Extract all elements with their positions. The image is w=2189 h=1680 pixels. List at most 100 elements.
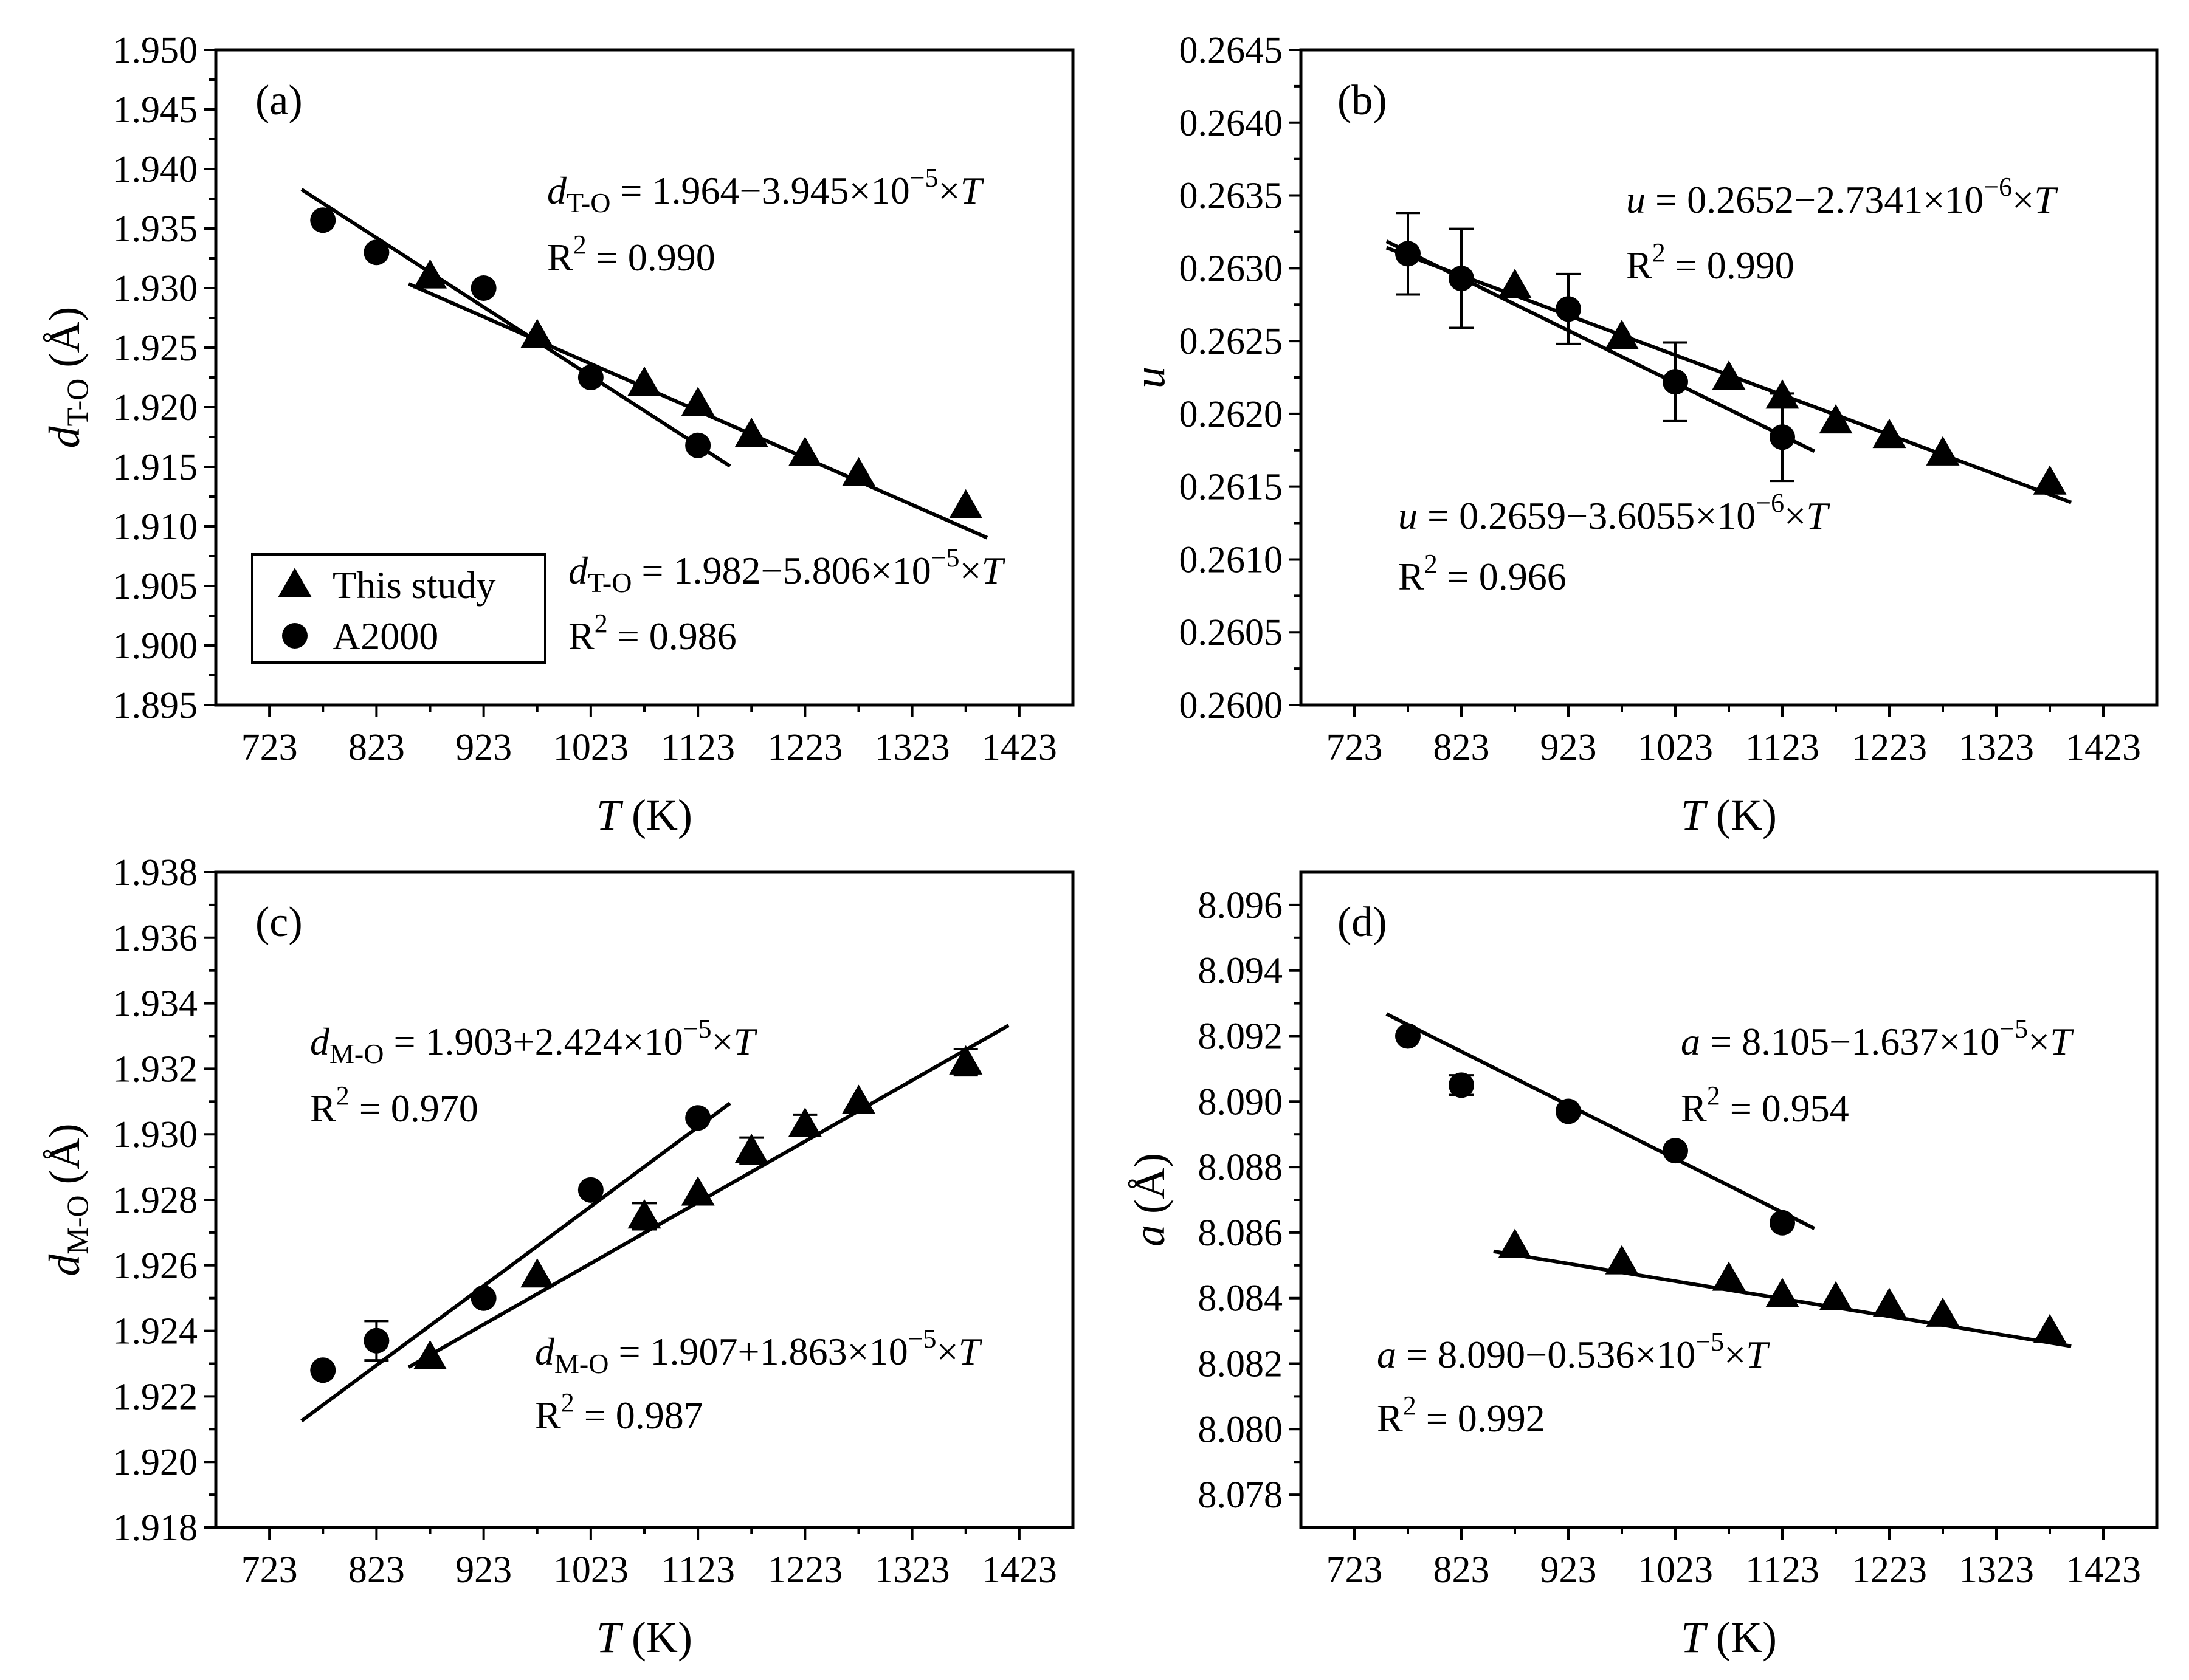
panel-a-xtick-label: 1323 bbox=[875, 727, 950, 768]
panel-c-point-a2000 bbox=[685, 1105, 711, 1131]
panel-b-xtick-label: 823 bbox=[1433, 727, 1490, 768]
panel-d: 723 823 923 1023 1123 1223 1323 1423 8.078 8.080 8… bbox=[1125, 870, 2159, 1662]
panel-d-point-this-study bbox=[1712, 1261, 1746, 1291]
panel-a-r-squared: R2 = 0.986 bbox=[568, 608, 737, 658]
panel-b-tag: (b) bbox=[1337, 77, 1387, 124]
panel-b-point-this-study bbox=[1605, 320, 1639, 349]
panel-a-xtick-label: 923 bbox=[455, 727, 512, 768]
panel-a-point-this-study bbox=[788, 436, 822, 466]
panel-b-point-a2000 bbox=[1556, 296, 1581, 322]
panel-a-point-this-study bbox=[413, 259, 447, 289]
panel-d-point-this-study bbox=[1926, 1297, 1960, 1327]
panel-c-ytick-label: 1.918 bbox=[113, 1507, 198, 1549]
panel-d-xtick-label: 823 bbox=[1433, 1549, 1490, 1591]
panel-a-point-a2000 bbox=[577, 365, 604, 390]
panel-b-equation: u = 0.2652−2.7341×10−6×T bbox=[1626, 172, 2058, 221]
panel-b-ytick-label: 0.2645 bbox=[1179, 30, 1283, 71]
panel-d-equation: a = 8.105−1.637×10−5×T bbox=[1681, 1014, 2074, 1063]
panel-a: 723 823 923 1023 1123 1223 1323 1423 1.895 1.900 1… bbox=[40, 30, 1075, 839]
panel-a-ylabel: dT-O (Å) bbox=[40, 307, 94, 449]
panel-b-ytick-label: 0.2630 bbox=[1179, 248, 1283, 289]
panel-b-point-a2000 bbox=[1663, 369, 1688, 395]
panel-c-xtick-label: 723 bbox=[241, 1549, 298, 1591]
panel-d-point-this-study bbox=[1605, 1245, 1639, 1275]
panel-d-ytick-label: 8.092 bbox=[1198, 1016, 1283, 1058]
panel-d-xlabel: T (K) bbox=[1681, 1613, 1777, 1662]
panel-d-ytick-label: 8.090 bbox=[1198, 1081, 1283, 1123]
panel-a-xtick-label: 1223 bbox=[767, 727, 843, 768]
panel-a-ytick-label: 1.920 bbox=[113, 387, 198, 429]
panel-c-xtick-label: 1323 bbox=[875, 1549, 950, 1591]
panel-c-r-squared: R2 = 0.970 bbox=[310, 1081, 478, 1130]
panel-b-point-this-study bbox=[1872, 418, 1906, 449]
panel-a-ytick-label: 1.900 bbox=[113, 625, 198, 667]
panel-a-xtick-label: 1023 bbox=[553, 727, 629, 768]
panel-c-ytick-label: 1.928 bbox=[113, 1180, 198, 1221]
panel-c-xtick-label: 1123 bbox=[661, 1549, 735, 1591]
panel-c-point-a2000 bbox=[471, 1285, 497, 1311]
panel-b-ytick-label: 0.2600 bbox=[1179, 685, 1283, 726]
panel-d-point-this-study bbox=[1819, 1281, 1853, 1310]
panel-c-r-squared: R2 = 0.987 bbox=[535, 1388, 703, 1437]
panel-d-point-a2000 bbox=[1663, 1138, 1688, 1164]
panel-b-point-a2000 bbox=[1449, 266, 1474, 292]
panel-b-xlabel: T (K) bbox=[1681, 791, 1777, 839]
panel-c-point-this-study bbox=[788, 1107, 822, 1137]
panel-a-ytick-label: 1.945 bbox=[113, 89, 198, 131]
panel-c-point-this-study bbox=[681, 1176, 715, 1206]
panel-c-ytick-label: 1.924 bbox=[113, 1311, 198, 1352]
panel-d-xtick-label: 1023 bbox=[1638, 1549, 1713, 1591]
panel-d-xtick-label: 923 bbox=[1540, 1549, 1597, 1591]
panel-a-point-a2000 bbox=[685, 432, 711, 458]
panel-a-ytick-label: 1.915 bbox=[113, 447, 198, 488]
panel-c-xtick-label: 823 bbox=[348, 1549, 405, 1591]
panel-b-point-this-study bbox=[1765, 379, 1799, 409]
panel-b-ytick-label: 0.2635 bbox=[1179, 176, 1283, 217]
panel-a-xtick-label: 1123 bbox=[661, 727, 735, 768]
panel-d-r-squared: R2 = 0.954 bbox=[1681, 1081, 1849, 1130]
panel-d-tag: (d) bbox=[1337, 899, 1387, 946]
panel-c-ytick-label: 1.936 bbox=[113, 918, 198, 959]
panel-c-point-this-study bbox=[842, 1084, 875, 1114]
panel-a-ytick-label: 1.905 bbox=[113, 566, 198, 607]
panel-b-r-squared: R2 = 0.966 bbox=[1398, 549, 1567, 598]
panel-c-ytick-label: 1.930 bbox=[113, 1114, 198, 1155]
panel-a-ytick-label: 1.895 bbox=[113, 685, 198, 726]
panel-a-ytick-label: 1.940 bbox=[113, 149, 198, 190]
panel-d-r-squared: R2 = 0.992 bbox=[1377, 1391, 1545, 1440]
panel-c-tag: (c) bbox=[255, 899, 303, 946]
panel-c-ytick-label: 1.934 bbox=[113, 983, 198, 1025]
panel-b-xtick-label: 1023 bbox=[1638, 727, 1713, 768]
panel-a-point-this-study bbox=[949, 489, 983, 518]
panel-c-point-this-study bbox=[520, 1258, 554, 1288]
panel-d-xtick-label: 1423 bbox=[2066, 1549, 2141, 1591]
panel-b-ytick-label: 0.2640 bbox=[1179, 103, 1283, 144]
panel-a-equation: dT-O = 1.982−5.806×10−5×T bbox=[568, 543, 1006, 598]
panel-d-point-a2000 bbox=[1770, 1210, 1795, 1236]
panel-c-point-a2000 bbox=[310, 1357, 336, 1383]
panel-d-point-this-study bbox=[1498, 1228, 1532, 1258]
panel-d-point-this-study bbox=[1872, 1287, 1906, 1317]
panel-a-ytick-label: 1.930 bbox=[113, 268, 198, 309]
panel-c-equation: dM-O = 1.907+1.863×10−5×T bbox=[535, 1324, 983, 1379]
panel-b-ytick-label: 0.2610 bbox=[1179, 539, 1283, 580]
panel-a-point-a2000 bbox=[364, 239, 390, 266]
panel-c-point-this-study bbox=[734, 1134, 768, 1163]
panel-c-point-this-study bbox=[949, 1045, 983, 1075]
panel-c-ytick-label: 1.926 bbox=[113, 1245, 198, 1287]
legend: This study A2000 bbox=[251, 553, 546, 664]
panel-b-xtick-label: 723 bbox=[1326, 727, 1383, 768]
panel-d-point-this-study bbox=[1765, 1278, 1799, 1307]
panel-b-xtick-label: 1223 bbox=[1852, 727, 1927, 768]
legend-label: A2000 bbox=[333, 615, 438, 658]
panel-c-equation: dM-O = 1.903+2.424×10−5×T bbox=[310, 1014, 758, 1069]
panel-d-ytick-label: 8.078 bbox=[1198, 1475, 1283, 1516]
panel-b-point-a2000 bbox=[1395, 241, 1421, 267]
panel-d-xtick-label: 1323 bbox=[1959, 1549, 2034, 1591]
panel-b-point-this-study bbox=[1712, 360, 1746, 390]
panel-c-xtick-label: 1423 bbox=[982, 1549, 1057, 1591]
panel-a-equation: dT-O = 1.964−3.945×10−5×T bbox=[547, 163, 985, 218]
panel-a-tag: (a) bbox=[255, 77, 303, 124]
panel-d-fit-line bbox=[1385, 1012, 1816, 1230]
